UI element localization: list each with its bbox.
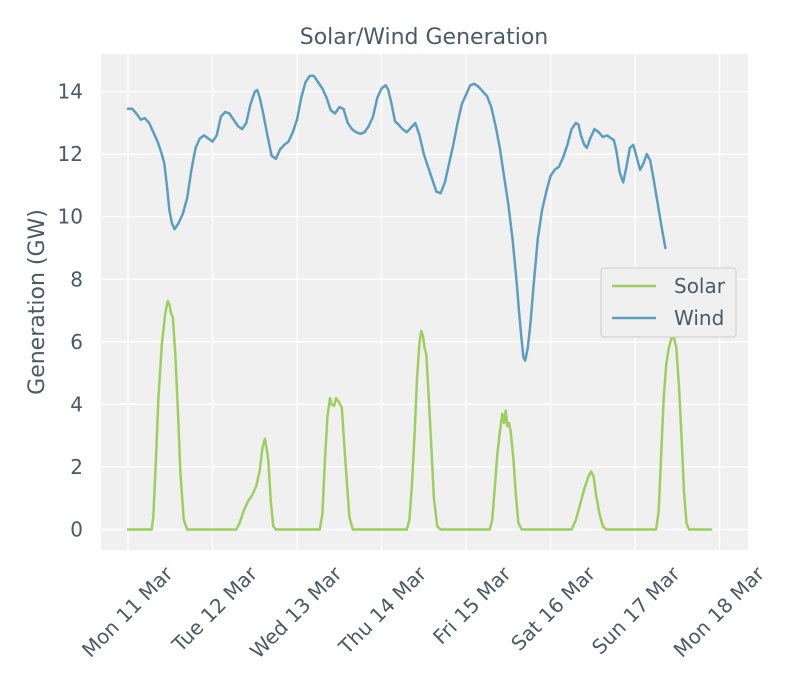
y-tick-label-0: 0 xyxy=(70,518,83,542)
y-tick-label-12: 12 xyxy=(58,142,83,166)
y-tick-label-14: 14 xyxy=(58,80,83,104)
series-lines xyxy=(126,74,713,531)
x-tick-label-7: Mon 18 Mar xyxy=(669,561,770,662)
series-line-wind xyxy=(126,74,667,362)
x-tick-label-3: Thu 14 Mar xyxy=(333,561,431,659)
y-tick-label-10: 10 xyxy=(58,205,83,229)
x-tick-label-4: Fri 15 Mar xyxy=(428,561,516,649)
legend[interactable]: Solar Wind xyxy=(600,267,737,338)
y-tick-label-4: 4 xyxy=(70,392,83,416)
x-tick-label-0: Mon 11 Mar xyxy=(77,561,178,662)
x-tick-label-5: Sat 16 Mar xyxy=(506,561,600,655)
legend-wind-label: Wind xyxy=(674,306,724,330)
y-axis-ticks: 0 2 4 6 8 10 12 14 xyxy=(58,80,83,542)
y-tick-label-2: 2 xyxy=(70,455,83,479)
x-tick-label-2: Wed 13 Mar xyxy=(245,561,347,663)
chart-title: Solar/Wind Generation xyxy=(300,25,549,50)
series-line-solar xyxy=(126,299,713,531)
y-tick-label-8: 8 xyxy=(70,267,83,291)
y-tick-label-6: 6 xyxy=(70,330,83,354)
legend-solar-label: Solar xyxy=(674,274,726,298)
y-axis-label: Generation (GW) xyxy=(25,209,50,395)
